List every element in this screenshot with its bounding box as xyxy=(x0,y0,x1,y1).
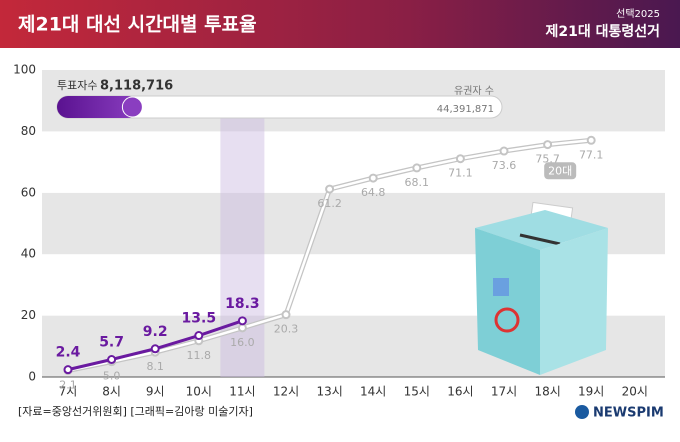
value-label: 77.1 xyxy=(579,148,604,161)
value-label: 11.8 xyxy=(187,349,212,362)
value-label: 18.3 xyxy=(225,296,260,312)
x-tick-label: 9시 xyxy=(146,385,165,399)
point xyxy=(281,310,291,320)
y-tick-label: 100 xyxy=(13,63,36,77)
value-label: 68.1 xyxy=(405,176,430,189)
value-label: 13.5 xyxy=(182,311,217,327)
x-tick-label: 12시 xyxy=(273,385,299,399)
value-label: 5.7 xyxy=(99,335,124,351)
source: [자료=중앙선거위원회] [그래픽=김아랑 미술기자] xyxy=(18,405,253,418)
badge-main: 제21대 대통령선거 xyxy=(545,24,660,40)
x-tick-label: 13시 xyxy=(316,385,342,399)
point xyxy=(586,135,596,145)
x-tick-label: 16시 xyxy=(447,385,473,399)
x-tick-label: 17시 xyxy=(491,385,517,399)
point xyxy=(194,331,204,341)
legend-label: 20대 xyxy=(548,164,572,177)
value-label: 20.3 xyxy=(274,323,299,336)
point xyxy=(368,173,378,183)
y-tick-label: 20 xyxy=(21,308,36,322)
electorate-text: 유권자 수 xyxy=(454,85,494,97)
point xyxy=(543,140,553,150)
y-tick-label: 40 xyxy=(21,247,36,261)
x-tick-label: 7시 xyxy=(59,385,78,399)
value-label: 9.2 xyxy=(143,324,168,340)
voters-label: 8,118,716 xyxy=(100,79,173,94)
y-tick-label: 80 xyxy=(21,124,36,138)
value-label: 71.1 xyxy=(448,167,473,180)
point xyxy=(237,323,247,333)
x-tick-label: 20시 xyxy=(622,385,648,399)
value-label: 2.4 xyxy=(56,345,81,361)
x-tick-label: 19시 xyxy=(578,385,604,399)
x-tick-label: 15시 xyxy=(404,385,430,399)
x-tick-label: 11시 xyxy=(229,385,255,399)
value-label: 8.1 xyxy=(146,360,164,373)
badge-top: 선택2025 xyxy=(616,8,660,20)
y-tick-label: 0 xyxy=(28,370,36,384)
point xyxy=(107,355,117,365)
brand-logo xyxy=(575,405,589,419)
x-tick-label: 18시 xyxy=(534,385,560,399)
header-bar xyxy=(0,0,680,48)
value-label: 73.6 xyxy=(492,159,517,172)
value-label: 61.2 xyxy=(317,197,342,210)
brand: NEWSPIM xyxy=(593,406,664,421)
value-label: 64.8 xyxy=(361,186,386,199)
x-tick-label: 10시 xyxy=(186,385,212,399)
point xyxy=(325,184,335,194)
legend-badge xyxy=(544,162,577,180)
point xyxy=(412,163,422,173)
x-tick-label: 8시 xyxy=(102,385,121,399)
point xyxy=(63,365,73,375)
y-tick-label: 60 xyxy=(21,185,36,199)
ballot-box xyxy=(475,201,608,375)
voters-knob xyxy=(121,96,143,118)
point xyxy=(455,154,465,164)
x-tick-label: 14시 xyxy=(360,385,386,399)
voters-bar xyxy=(57,96,139,118)
point xyxy=(237,316,247,326)
point xyxy=(150,344,160,354)
electorate-label: 44,391,871 xyxy=(437,104,494,115)
value-label: 5.0 xyxy=(103,370,121,383)
value-label: 16.0 xyxy=(230,336,255,349)
title: 제21대 대선 시간대별 투표율 xyxy=(18,14,257,36)
value-label: 2.1 xyxy=(59,379,77,392)
voters-text: 투표자수 xyxy=(57,79,97,92)
point xyxy=(499,146,509,156)
